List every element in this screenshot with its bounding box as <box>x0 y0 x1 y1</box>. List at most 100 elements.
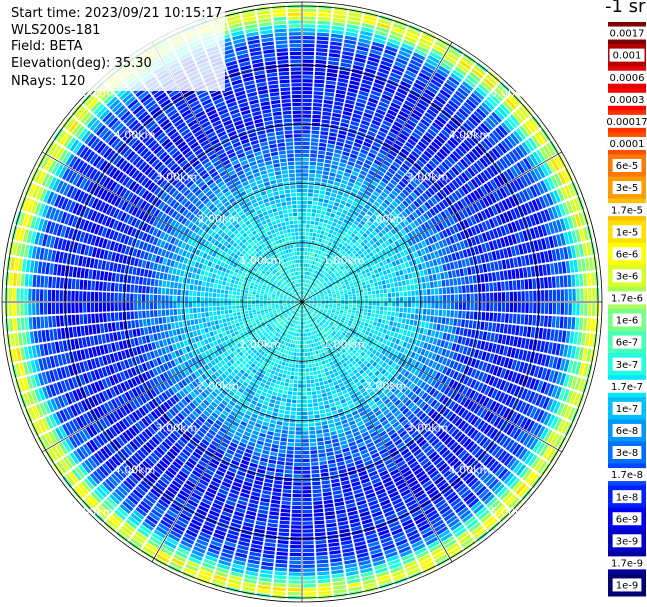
range-gate-cell <box>385 185 393 192</box>
range-gate-cell <box>469 311 474 320</box>
range-gate-cell <box>358 38 371 45</box>
range-gate-cell <box>304 291 307 295</box>
range-gate-cell <box>415 79 427 88</box>
range-gate-cell <box>322 376 327 381</box>
range-gate-cell <box>330 213 336 218</box>
range-gate-cell <box>491 272 497 282</box>
range-gate-cell <box>407 357 413 364</box>
range-gate-cell <box>402 189 410 197</box>
range-gate-cell <box>331 390 337 395</box>
range-gate-cell <box>576 288 580 301</box>
range-gate-cell <box>317 305 321 307</box>
range-gate-cell <box>285 458 294 462</box>
range-gate-cell <box>303 580 316 584</box>
range-gate-cell <box>473 528 486 539</box>
range-gate-cell <box>327 379 333 384</box>
range-gate-cell <box>331 482 341 488</box>
range-gate-cell <box>491 502 504 514</box>
range-gate-cell <box>393 208 401 216</box>
range-gate-cell <box>396 345 402 352</box>
range-gate-cell <box>537 461 548 474</box>
range-gate-cell <box>481 243 487 253</box>
range-gate-cell <box>544 302 549 314</box>
range-gate-cell <box>325 273 330 277</box>
range-gate-cell <box>357 255 362 261</box>
range-gate-cell <box>444 452 454 462</box>
range-gate-cell <box>337 428 344 434</box>
range-gate-cell <box>334 372 339 377</box>
range-gate-cell <box>427 175 436 184</box>
range-gate-cell <box>304 287 306 291</box>
range-gate-cell <box>316 293 320 296</box>
range-gate-cell <box>290 411 296 415</box>
range-gate-cell <box>565 330 571 344</box>
range-gate-cell <box>331 291 336 294</box>
range-gate-cell <box>543 250 550 263</box>
range-gate-cell <box>445 349 451 358</box>
range-gate-cell <box>311 134 319 139</box>
range-gate-cell <box>515 109 527 121</box>
range-gate-cell <box>324 163 331 168</box>
range-gate-cell <box>323 282 327 286</box>
range-gate-cell <box>370 403 378 410</box>
range-gate-cell <box>294 376 298 380</box>
range-gate-cell <box>364 394 371 400</box>
range-gate-cell <box>419 215 427 223</box>
range-gate-cell <box>441 248 447 256</box>
range-gate-cell <box>324 309 328 312</box>
range-gate-cell <box>410 331 415 338</box>
range-gate-cell <box>290 351 294 356</box>
range-gate-cell <box>377 184 385 191</box>
range-gate-cell <box>484 273 489 282</box>
range-gate-cell <box>322 171 330 176</box>
range-gate-cell <box>408 153 417 162</box>
range-gate-cell <box>451 403 459 412</box>
range-gate-cell <box>351 290 356 294</box>
range-gate-cell <box>376 134 385 141</box>
range-gate-cell <box>309 290 312 294</box>
range-gate-cell <box>285 378 290 383</box>
range-gate-cell <box>520 279 525 290</box>
range-gate-cell <box>478 330 484 340</box>
range-gate-cell <box>374 313 379 318</box>
range-gate-cell <box>285 362 289 367</box>
range-gate-cell <box>276 460 285 466</box>
range-gate-cell <box>281 497 291 501</box>
range-gate-cell <box>510 384 518 395</box>
range-gate-cell <box>570 214 578 228</box>
range-gate-cell <box>374 370 380 377</box>
range-gate-cell <box>303 291 305 295</box>
range-gate-cell <box>309 290 313 294</box>
range-gate-cell <box>470 415 479 426</box>
range-gate-cell <box>575 317 580 330</box>
range-gate-cell <box>442 264 447 272</box>
range-gate-cell <box>337 302 341 304</box>
range-gate-cell <box>578 347 584 361</box>
range-gate-cell <box>397 238 404 245</box>
range-gate-cell <box>302 126 311 130</box>
range-gate-cell <box>355 181 362 187</box>
range-gate-cell <box>588 333 594 347</box>
range-gate-cell <box>303 556 315 561</box>
range-gate-cell <box>381 94 392 102</box>
range-gate-cell <box>372 278 377 283</box>
range-gate-cell <box>371 214 378 221</box>
range-gate-cell <box>474 293 478 302</box>
range-gate-cell <box>351 188 359 194</box>
range-gate-cell <box>542 397 550 410</box>
range-gate-cell <box>395 312 399 317</box>
range-gate-cell <box>414 314 419 320</box>
range-gate-cell <box>352 229 359 235</box>
range-gate-cell <box>353 281 358 285</box>
range-gate-cell <box>443 302 447 309</box>
range-gate-cell <box>307 279 309 284</box>
ppi-data-cells <box>4 4 600 600</box>
range-gate-cell <box>387 273 393 279</box>
range-gate-cell <box>453 278 458 286</box>
range-gate-cell <box>302 220 306 224</box>
range-gate-cell <box>477 468 488 479</box>
range-gate-cell <box>312 295 316 298</box>
range-gate-cell <box>328 306 333 309</box>
range-gate-cell <box>533 240 539 252</box>
range-gate-cell <box>529 438 539 451</box>
